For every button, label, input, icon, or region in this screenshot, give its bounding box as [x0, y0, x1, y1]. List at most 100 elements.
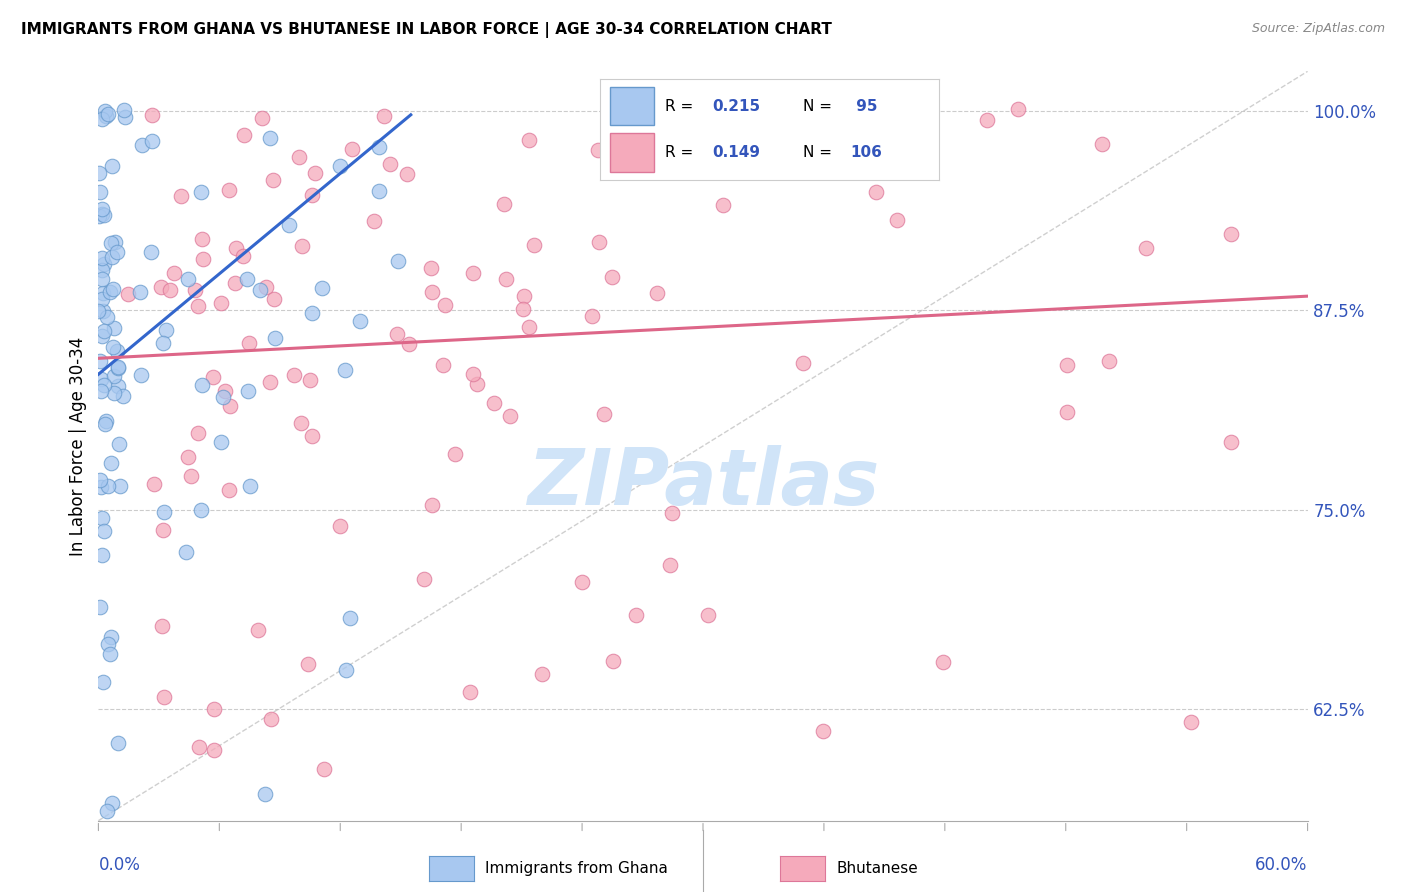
Point	[250, 111, 273, 125]
Point	[96, 310, 118, 324]
Point	[94, 413, 117, 427]
Point	[143, 476, 166, 491]
Point	[342, 142, 364, 156]
Point	[201, 370, 224, 384]
Point	[101, 282, 124, 296]
Point	[335, 363, 357, 377]
Point	[93, 257, 115, 271]
Point	[259, 375, 281, 389]
Point	[98, 285, 121, 299]
Point	[202, 702, 225, 716]
Point	[91, 675, 114, 690]
Point	[588, 235, 610, 249]
Point	[495, 272, 517, 286]
Point	[91, 292, 114, 306]
Point	[260, 712, 283, 726]
Point	[278, 218, 301, 232]
Point	[1007, 102, 1029, 116]
Point	[600, 269, 623, 284]
Point	[263, 292, 285, 306]
Point	[290, 417, 312, 431]
Point	[467, 376, 489, 391]
Point	[139, 244, 162, 259]
Point	[218, 399, 240, 413]
Point	[433, 298, 456, 312]
Point	[129, 285, 152, 299]
Point	[444, 447, 467, 461]
Point	[253, 788, 276, 802]
Point	[152, 505, 174, 519]
Point	[396, 167, 419, 181]
Point	[91, 251, 114, 265]
Point	[152, 523, 174, 537]
Point	[398, 336, 420, 351]
Point	[170, 189, 193, 203]
Point	[114, 111, 136, 125]
Point	[224, 277, 246, 291]
Point	[299, 373, 322, 387]
Point	[93, 286, 115, 301]
Text: IMMIGRANTS FROM GHANA VS BHUTANESE IN LABOR FORCE | AGE 30-34 CORRELATION CHART: IMMIGRANTS FROM GHANA VS BHUTANESE IN LA…	[21, 22, 832, 38]
Point	[297, 657, 319, 671]
Point	[93, 524, 115, 538]
Point	[976, 113, 998, 128]
Point	[176, 450, 198, 464]
Point	[104, 235, 127, 249]
Point	[592, 407, 614, 421]
Point	[1056, 404, 1078, 418]
Point	[91, 548, 114, 562]
Point	[792, 355, 814, 369]
Point	[233, 128, 256, 142]
Point	[96, 110, 118, 124]
Point	[108, 478, 131, 492]
Point	[97, 106, 120, 120]
Point	[523, 238, 546, 252]
Point	[499, 409, 522, 423]
Point	[93, 324, 115, 338]
Point	[112, 103, 135, 117]
Point	[103, 369, 125, 384]
Point	[93, 104, 115, 119]
Point	[190, 232, 212, 246]
Point	[87, 304, 110, 318]
Point	[214, 384, 236, 398]
Text: Immigrants from Ghana: Immigrants from Ghana	[485, 862, 668, 876]
Point	[246, 623, 269, 637]
Point	[461, 368, 484, 382]
Y-axis label: In Labor Force | Age 30-34: In Labor Force | Age 30-34	[69, 336, 87, 556]
Point	[91, 329, 114, 343]
Point	[283, 368, 305, 382]
Point	[141, 108, 163, 122]
Point	[304, 166, 326, 180]
Point	[312, 762, 335, 776]
Point	[101, 797, 124, 811]
Point	[107, 378, 129, 392]
Point	[187, 740, 209, 755]
Point	[218, 483, 240, 497]
Point	[187, 426, 209, 441]
Point	[581, 309, 603, 323]
Point	[232, 249, 254, 263]
Point	[659, 558, 682, 573]
Point	[100, 455, 122, 469]
Point	[97, 479, 120, 493]
Point	[155, 322, 177, 336]
Point	[93, 208, 115, 222]
Point	[571, 575, 593, 590]
Point	[180, 468, 202, 483]
Point	[131, 138, 153, 153]
Point	[387, 254, 409, 268]
Point	[218, 183, 240, 197]
Point	[107, 360, 129, 375]
Point	[90, 480, 112, 494]
Point	[97, 637, 120, 651]
Point	[420, 498, 443, 512]
Point	[865, 185, 887, 199]
Point	[190, 503, 212, 517]
Point	[150, 619, 173, 633]
Point	[91, 303, 114, 318]
Point	[89, 354, 111, 368]
Point	[90, 511, 112, 525]
Point	[239, 479, 262, 493]
Point	[176, 272, 198, 286]
